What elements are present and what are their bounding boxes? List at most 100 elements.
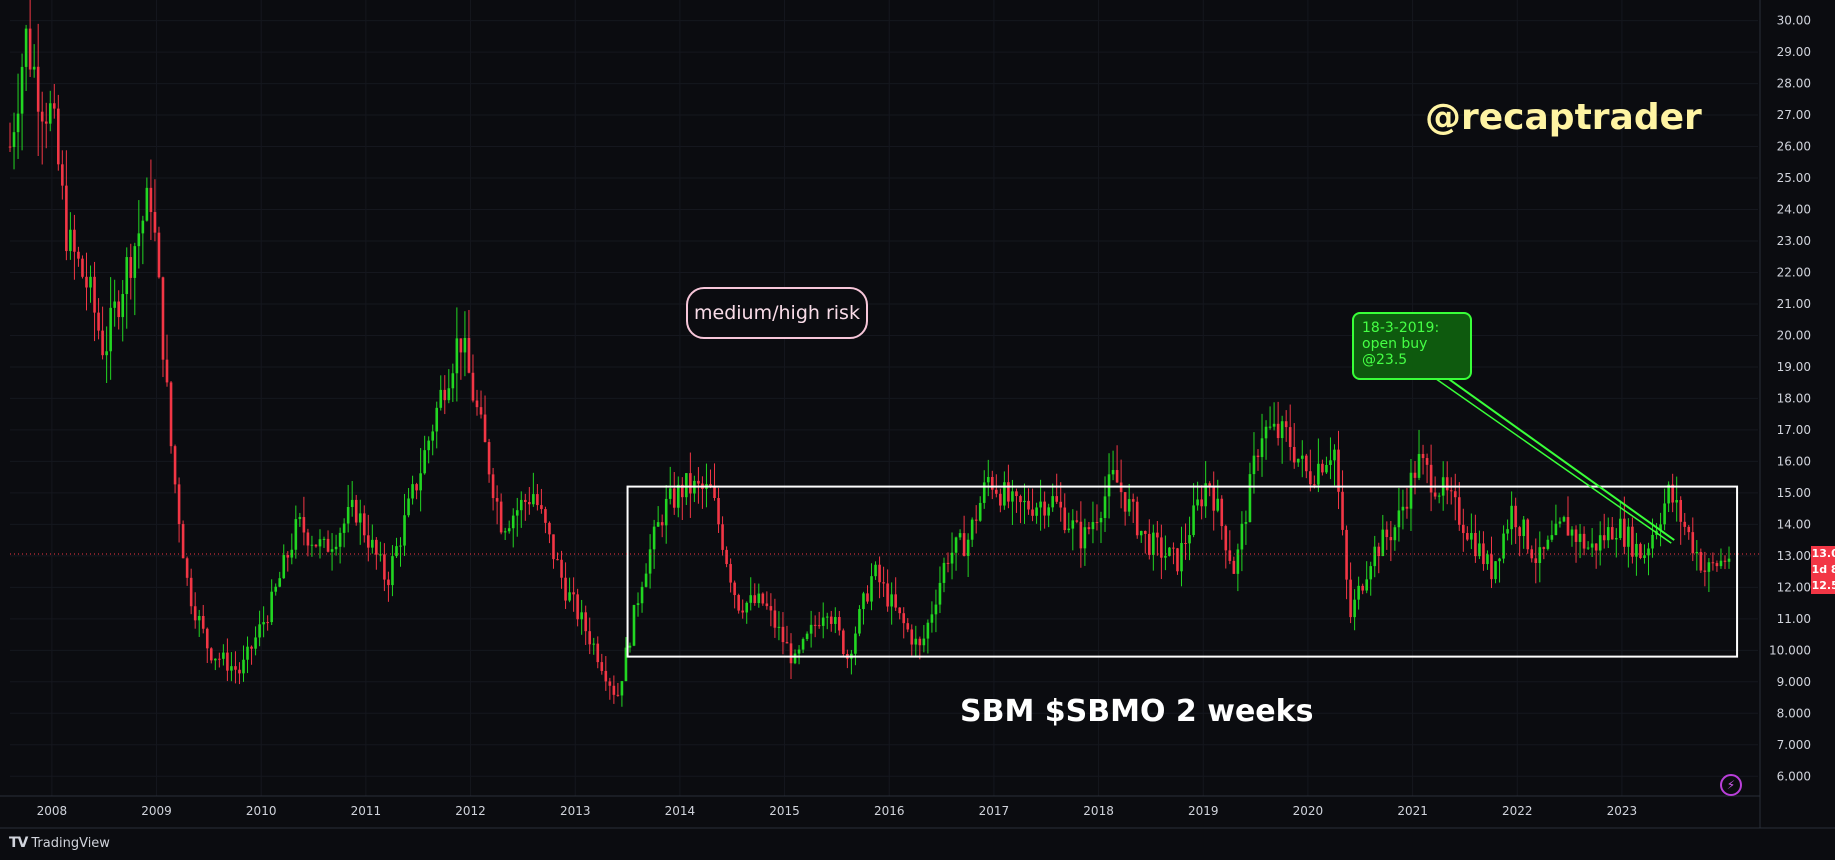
candle-body <box>604 670 608 682</box>
candle-body <box>475 400 479 408</box>
candle-body <box>1675 500 1678 503</box>
candle-body <box>1627 526 1630 547</box>
candle-body <box>1071 520 1075 529</box>
candle-body <box>1337 449 1340 492</box>
candle-body <box>1176 548 1179 572</box>
candle-body <box>922 638 926 646</box>
candle-body <box>874 564 877 577</box>
candle-body <box>854 633 857 654</box>
candle-body <box>467 338 471 373</box>
candle-body <box>1381 529 1385 557</box>
candle-body <box>1518 527 1521 537</box>
candles <box>8 0 1731 707</box>
candle-body <box>230 666 233 671</box>
candle-body <box>44 121 48 124</box>
candle-body <box>842 630 845 654</box>
candle-body <box>310 544 314 546</box>
candle-body <box>1268 426 1272 428</box>
candle-body <box>282 555 286 579</box>
candle-body <box>507 528 511 532</box>
candle-body <box>1510 505 1513 530</box>
y-tick-label: 11.00 <box>1777 612 1811 626</box>
y-tick-label: 24.00 <box>1777 203 1811 217</box>
candle-body <box>729 564 732 583</box>
candle-body <box>133 246 137 278</box>
candle-body <box>918 638 922 646</box>
candle-body <box>548 522 551 535</box>
risk-label-bubble[interactable]: medium/high risk <box>686 287 868 339</box>
candle-body <box>1284 421 1288 428</box>
x-tick-label: 2013 <box>560 804 591 818</box>
candle-body <box>214 658 217 661</box>
candle-body <box>177 484 181 525</box>
candle-body <box>1220 498 1224 527</box>
candle-body <box>620 681 624 696</box>
candle-body <box>721 524 724 550</box>
candle-body <box>346 507 350 524</box>
candle-body <box>1574 529 1578 542</box>
candle-body <box>1099 518 1103 523</box>
candle-body <box>1562 517 1566 522</box>
candle-body <box>471 372 475 401</box>
candle-body <box>69 229 72 252</box>
candle-body <box>902 613 906 624</box>
candle-body <box>660 522 664 526</box>
candle-body <box>636 603 640 606</box>
candle-body <box>294 519 298 550</box>
candle-body <box>757 593 761 604</box>
candle-body <box>1373 546 1377 567</box>
footer-brand[interactable]: TV TradingView <box>9 835 110 851</box>
candle-body <box>1015 491 1018 497</box>
candle-body <box>1212 485 1216 511</box>
candle-body <box>1019 496 1022 503</box>
candle-body <box>1067 528 1071 531</box>
candle-body <box>342 523 346 533</box>
candle-body <box>1131 499 1135 502</box>
candle-body <box>350 499 354 508</box>
y-tick-label: 14.00 <box>1777 517 1811 531</box>
candle-body <box>1598 535 1602 551</box>
candle-body <box>511 515 515 529</box>
candle-body <box>1542 547 1546 549</box>
candle-body <box>1031 509 1034 516</box>
y-tick-label: 15.00 <box>1777 486 1811 500</box>
candle-body <box>371 539 374 548</box>
candle-body <box>624 647 628 682</box>
candle-body <box>250 646 253 649</box>
candle-body <box>785 642 789 644</box>
bolt-icon[interactable]: ⚡ <box>1720 774 1742 796</box>
buy-note-callout[interactable]: 18-3-2019: open buy @23.5 <box>1352 312 1472 380</box>
candle-body <box>411 484 414 499</box>
candle-body <box>121 294 125 318</box>
candle-body <box>1610 527 1614 540</box>
candle-body <box>737 595 740 611</box>
candle-body <box>1059 501 1063 508</box>
candle-body <box>958 533 962 538</box>
candle-body <box>1208 483 1211 486</box>
y-tick-label: 27.00 <box>1777 108 1811 122</box>
candle-body <box>1043 501 1046 516</box>
candle-body <box>1007 482 1010 502</box>
candle-body <box>689 473 692 494</box>
candle-body <box>801 639 805 650</box>
candle-body <box>777 626 781 628</box>
candle-body <box>761 593 765 604</box>
candle-body <box>648 549 652 574</box>
candle-body <box>1023 500 1026 503</box>
candle-body <box>1425 458 1429 465</box>
candle-body <box>564 577 567 601</box>
y-tick-label: 8.000 <box>1777 706 1811 720</box>
candle-body <box>1514 505 1517 528</box>
y-tick-label: 6.000 <box>1777 769 1811 783</box>
y-tick-label: 22.00 <box>1777 265 1811 279</box>
candle-body <box>1707 562 1711 572</box>
candle-body <box>556 559 559 561</box>
candle-body <box>330 549 334 552</box>
candle-body <box>725 549 728 565</box>
candle-body <box>238 669 241 674</box>
candle-body <box>813 624 817 626</box>
candle-body <box>986 476 990 483</box>
candle-body <box>1055 496 1059 502</box>
candle-body <box>270 591 273 623</box>
